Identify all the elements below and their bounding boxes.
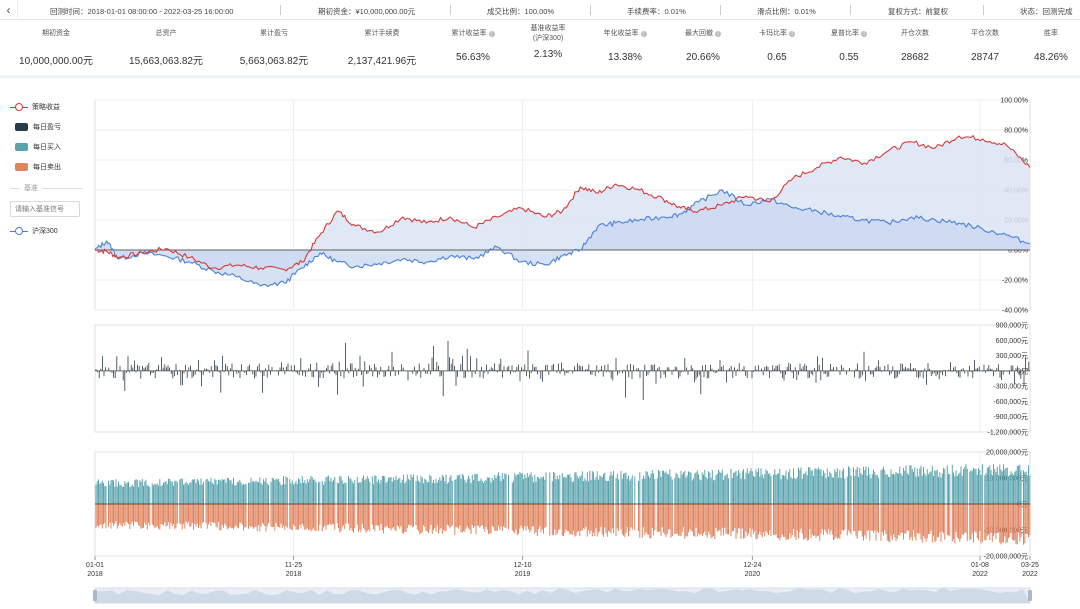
x-tick-label: 01-01 xyxy=(86,562,104,569)
slider-handle-left[interactable] xyxy=(93,590,97,601)
stat-sharpe: 夏普比率 i 0.55 xyxy=(814,26,884,63)
x-tick-year: 2020 xyxy=(745,571,761,578)
chevron-left-icon: ‹ xyxy=(6,2,11,17)
daily-buy-bars xyxy=(95,464,1031,504)
x-tick-year: 2019 xyxy=(515,571,531,578)
x-tick-year: 2018 xyxy=(286,571,302,578)
swatch-icon xyxy=(15,143,28,151)
y-tick-label: 0元 xyxy=(1017,367,1028,375)
slippage-info: 滑点比例：0.01% xyxy=(757,7,816,16)
backtest-period: 回测时间：2018-01-01 08:00:00 - 2022-03-25 16… xyxy=(50,7,234,16)
stat-calmar: 卡玛比率 i 0.65 xyxy=(742,26,812,63)
x-tick-year: 2022 xyxy=(972,571,988,578)
x-tick-label: 11-25 xyxy=(285,562,302,569)
info-icon[interactable]: i xyxy=(715,31,721,37)
stat-initial-capital: 期初资金 10,000,000.00元 xyxy=(19,30,93,67)
y-tick-label: -20.00% xyxy=(1002,278,1028,285)
stat-cumulative-pnl: 累计盈亏 5,663,063.82元 xyxy=(239,30,309,67)
info-icon[interactable]: i xyxy=(640,31,647,37)
y-tick-label: -600,000元 xyxy=(993,398,1028,406)
y-tick-label: 0.00% xyxy=(1008,248,1028,255)
legend-strategy[interactable]: 策略收益 xyxy=(10,97,82,117)
y-tick-label: 20,000,000元 xyxy=(986,449,1028,457)
y-tick-label: 300,000元 xyxy=(996,352,1028,360)
fill-ratio-info: 成交比例：100.00% xyxy=(487,7,555,16)
daily-sell-bars xyxy=(95,504,1031,545)
slider-handle-right[interactable] xyxy=(1028,590,1032,601)
legend-benchmark[interactable]: 沪深300 xyxy=(10,221,82,241)
strategy-line xyxy=(94,134,1031,272)
benchmark-title: 基准 xyxy=(10,179,82,197)
fee-rate-info: 手续费率：0.01% xyxy=(627,7,686,16)
stat-cumulative-return: 累计收益率 i 56.63% xyxy=(438,26,508,63)
status-info: 状态：回测完成 xyxy=(1020,7,1073,16)
stat-open-count: 开仓次数 28682 xyxy=(901,30,929,63)
stat-annual-return: 年化收益率 i 13.38% xyxy=(590,26,660,63)
x-tick-label: 12-24 xyxy=(743,562,761,569)
legend-daily-pnl[interactable]: 每日盈亏 xyxy=(10,117,82,137)
y-tick-label: -1,200,000元 xyxy=(988,429,1028,437)
x-tick-label: 03-25 xyxy=(1021,562,1039,569)
stat-max-drawdown: 最大回撤 i 20.66% xyxy=(685,30,721,63)
legend-daily-sell[interactable]: 每日卖出 xyxy=(10,157,82,177)
chart-legend: 策略收益 每日盈亏 每日买入 每日卖出 基准 沪深300 xyxy=(10,97,82,241)
slider-preview xyxy=(95,587,1030,603)
stat-win-rate: 胜率 48.26% xyxy=(1034,30,1068,63)
y-tick-label: -300,000元 xyxy=(993,383,1028,391)
line-marker-icon xyxy=(10,227,28,235)
back-button[interactable]: ‹ xyxy=(0,0,18,20)
info-icon[interactable]: i xyxy=(861,31,867,37)
benchmark-input[interactable] xyxy=(10,201,80,217)
adjust-mode-info: 复权方式：前复权 xyxy=(888,7,948,16)
legend-daily-buy[interactable]: 每日买入 xyxy=(10,137,82,157)
stat-close-count: 平仓次数 28747 xyxy=(971,30,999,63)
y-tick-label: -40.00% xyxy=(1002,308,1028,315)
y-tick-label: 900,000元 xyxy=(996,322,1028,330)
x-tick-year: 2022 xyxy=(1022,571,1038,578)
y-tick-label: 0元 xyxy=(1017,501,1028,509)
pnl-panel xyxy=(94,324,1031,433)
swatch-icon xyxy=(15,163,28,171)
y-tick-label: 600,000元 xyxy=(996,337,1028,345)
stat-total-assets: 总资产 15,663,063.82元 xyxy=(129,30,203,67)
benchmark-area xyxy=(95,190,1030,287)
initial-capital-info: 期初资金：¥10,000,000.00元 xyxy=(318,7,416,16)
line-marker-icon xyxy=(10,103,28,111)
summary-stats: 期初资金 10,000,000.00元 总资产 15,663,063.82元 累计盈… xyxy=(0,25,1080,74)
y-tick-label: 80.00% xyxy=(1004,128,1028,135)
stat-benchmark-return: 基准收益率 (沪深300) 2.13% xyxy=(530,25,566,60)
info-icon[interactable]: i xyxy=(488,31,495,37)
y-tick-label: 100.00% xyxy=(1000,98,1028,105)
stat-cumulative-fees: 累计手续费 2,137,421.96元 xyxy=(347,30,417,67)
top-info-bar: ‹ 回测时间：2018-01-01 08:00:00 - 2022-03-25 … xyxy=(0,0,1080,20)
x-tick-label: 12-10 xyxy=(514,562,532,569)
swatch-icon xyxy=(15,123,28,131)
benchmark-line xyxy=(94,189,1031,288)
y-tick-label: -900,000元 xyxy=(993,413,1028,421)
x-tick-year: 2018 xyxy=(87,571,103,578)
y-tick-label: -20,000,000元 xyxy=(984,553,1028,561)
info-icon[interactable]: i xyxy=(789,31,795,37)
x-tick-label: 01-08 xyxy=(971,562,989,569)
